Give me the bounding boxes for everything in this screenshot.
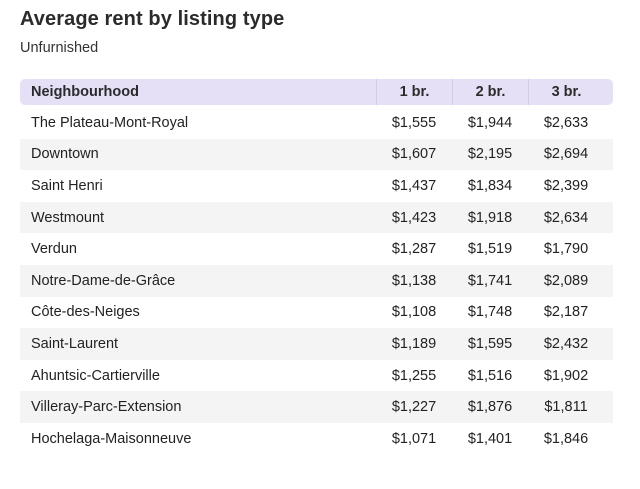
neighbourhood-cell: Villeray-Parc-Extension (31, 399, 182, 416)
rent-2-br-cell: $1,876 (467, 399, 513, 416)
header-3-br: 3 br. (528, 79, 604, 105)
table-row: Verdun $1,287 $1,519 $1,790 (20, 233, 613, 265)
rent-3-br-cell: $1,811 (544, 399, 588, 416)
header-neighbourhood: Neighbourhood (31, 84, 139, 100)
rent-3-br-cell: $2,432 (543, 335, 589, 352)
table-row: Saint-Laurent $1,189 $1,595 $2,432 (20, 328, 613, 360)
rent-2-br-cell: $1,519 (467, 241, 513, 258)
table-row: Côte-des-Neiges $1,108 $1,748 $2,187 (20, 297, 613, 329)
neighbourhood-cell: Westmount (31, 209, 105, 226)
rent-1-br-cell: $1,555 (391, 114, 437, 131)
chart-title: Average rent by listing type (20, 8, 285, 30)
rent-2-br-cell: $1,918 (467, 209, 513, 226)
rent-3-br-cell: $1,846 (543, 430, 589, 447)
rent-2-br-cell: $1,741 (467, 272, 513, 289)
rent-2-br-cell: $1,748 (467, 304, 513, 321)
rent-1-br-cell: $1,255 (391, 367, 437, 384)
rent-2-br-cell: $1,401 (467, 430, 513, 447)
neighbourhood-cell: Hochelaga-Maisonneuve (31, 430, 192, 447)
rent-2-br-cell: $2,195 (467, 146, 513, 163)
rent-1-br-cell: $1,108 (391, 304, 437, 321)
table-row: Ahuntsic-Cartierville $1,255 $1,516 $1,902 (20, 360, 613, 392)
neighbourhood-cell: Côte-des-Neiges (31, 304, 140, 321)
rent-1-br-cell: $1,071 (391, 430, 437, 447)
neighbourhood-cell: Ahuntsic-Cartierville (31, 367, 160, 384)
table-row: The Plateau-Mont-Royal $1,555 $1,944 $2,633 (20, 107, 613, 139)
table-row: Hochelaga-Maisonneuve $1,071 $1,401 $1,846 (20, 423, 613, 455)
header-2-br: 2 br. (452, 79, 528, 105)
rent-table: Neighbourhood 1 br. 2 br. 3 br. The Plat… (20, 79, 613, 455)
rent-1-br-cell: $1,189 (391, 335, 437, 352)
neighbourhood-cell: Saint-Laurent (31, 335, 119, 352)
rent-1-br-cell: $1,227 (391, 399, 437, 416)
rent-2-br-cell: $1,944 (467, 114, 513, 131)
rent-3-br-cell: $2,633 (543, 114, 589, 131)
rent-1-br-cell: $1,138 (391, 272, 437, 289)
neighbourhood-cell: The Plateau-Mont-Royal (31, 114, 189, 131)
rent-1-br-cell: $1,607 (391, 146, 437, 163)
rent-1-br-cell: $1,437 (391, 177, 437, 194)
neighbourhood-cell: Downtown (31, 146, 99, 163)
rent-2-br-cell: $1,834 (467, 177, 513, 194)
neighbourhood-cell: Notre-Dame-de-Grâce (31, 272, 176, 289)
table-row: Villeray-Parc-Extension $1,227 $1,876 $1,81… (20, 391, 613, 423)
table-row: Downtown $1,607 $2,195 $2,694 (20, 138, 613, 171)
rent-3-br-cell: $2,089 (543, 272, 589, 289)
header-1-br: 1 br. (376, 79, 452, 105)
rent-2-br-cell: $1,595 (467, 335, 513, 352)
table-row: Westmount $1,423 $1,918 $2,634 (20, 201, 613, 234)
rent-3-br-cell: $1,902 (543, 367, 589, 384)
rent-3-br-cell: $2,187 (543, 304, 589, 321)
rent-3-br-cell: $2,694 (543, 146, 589, 163)
table-row: Notre-Dame-de-Grâce $1,138 $1,741 $2,089 (20, 264, 613, 297)
chart-subtitle: Unfurnished (20, 40, 99, 56)
rent-3-br-cell: $1,790 (543, 241, 589, 258)
table-row: Saint Henri $1,437 $1,834 $2,399 (20, 170, 613, 202)
table-body: The Plateau-Mont-Royal $1,555 $1,944 $2,633… (20, 107, 613, 455)
neighbourhood-cell: Saint Henri (31, 177, 103, 194)
rent-3-br-cell: $2,634 (543, 209, 589, 226)
rent-2-br-cell: $1,516 (467, 367, 513, 384)
rent-3-br-cell: $2,399 (543, 177, 589, 194)
table-header-row: Neighbourhood 1 br. 2 br. 3 br. (20, 79, 613, 105)
rent-1-br-cell: $1,287 (391, 241, 437, 258)
neighbourhood-cell: Verdun (31, 241, 77, 258)
rent-1-br-cell: $1,423 (391, 209, 437, 226)
